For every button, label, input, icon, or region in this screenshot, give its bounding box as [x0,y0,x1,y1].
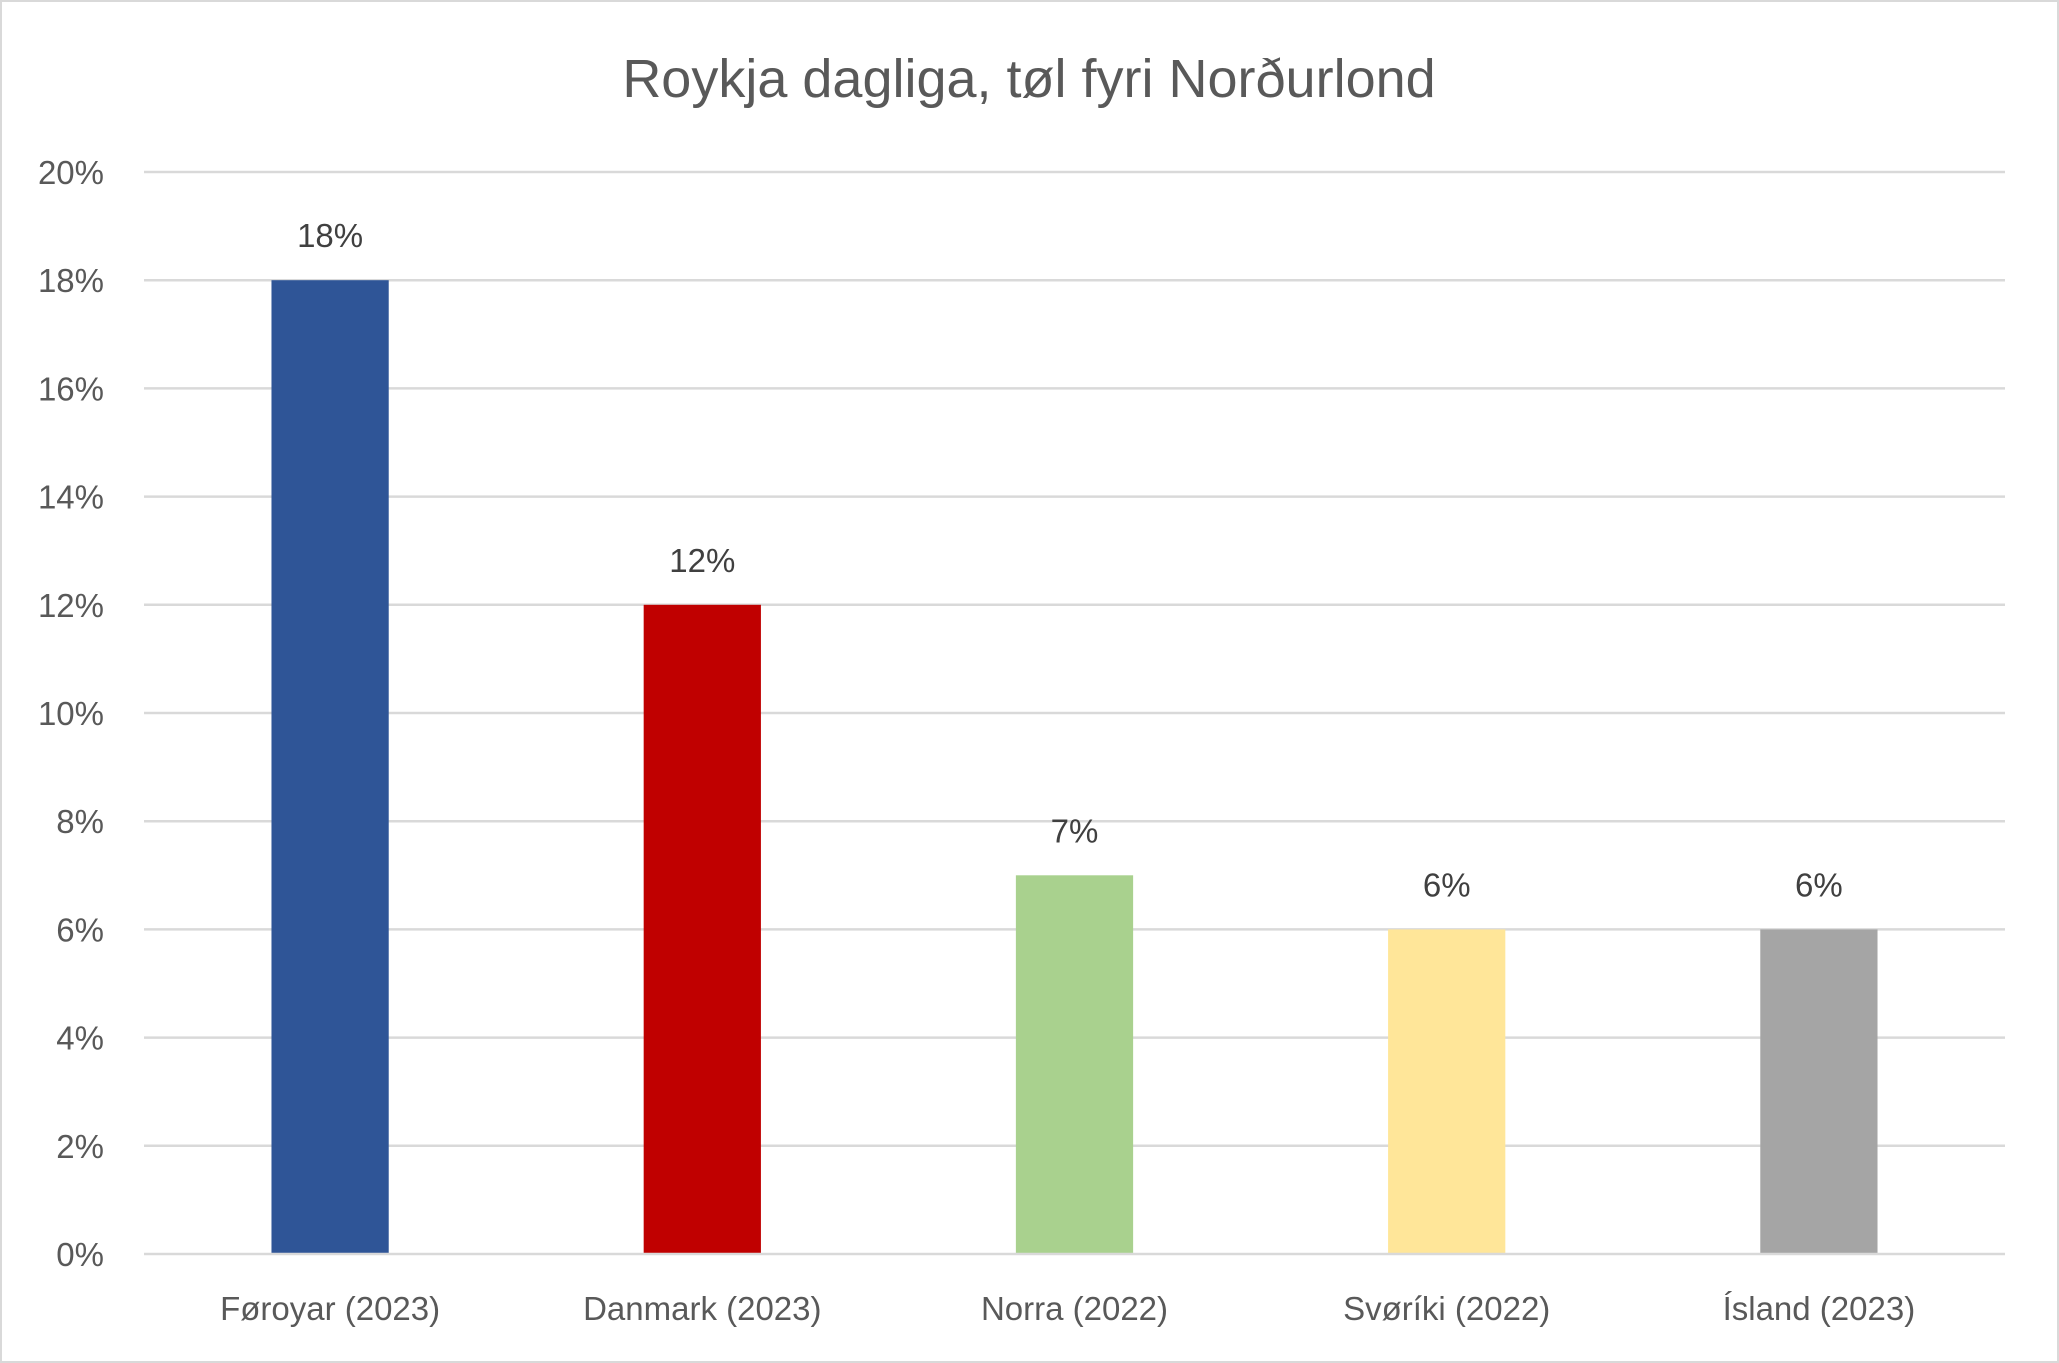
x-category-label: Ísland (2023) [1723,1290,1916,1327]
y-tick-label: 2% [56,1128,104,1165]
bar [643,604,761,1254]
y-tick-label: 4% [56,1020,104,1057]
y-tick-label: 10% [38,695,104,732]
data-label: 7% [1051,812,1099,849]
bar [1760,929,1878,1254]
bar [1015,875,1134,1254]
x-axis-category-labels: Føroyar (2023) Danmark (2023) Norra (2022)… [220,1290,1915,1327]
y-axis-tick-labels: 0% 2% 4% 6% 8% 10% 12% 14% 16% 18% 20% [38,154,104,1273]
bar [1388,929,1506,1254]
data-labels: 18% 12% 7% 6% 6% [297,217,1843,903]
data-label: 12% [669,542,735,579]
y-tick-label: 20% [38,154,104,191]
y-tick-label: 6% [56,911,104,948]
x-category-label: Danmark (2023) [583,1290,821,1327]
y-tick-label: 12% [38,587,104,624]
bar [271,280,389,1254]
data-label: 6% [1423,866,1471,903]
y-tick-label: 0% [56,1236,104,1273]
data-label: 18% [297,217,363,254]
y-tick-label: 8% [56,803,104,840]
chart-title: Roykja dagliga, tøl fyri Norðurlond [622,49,1435,109]
data-label: 6% [1795,866,1843,903]
x-category-label: Norra (2022) [981,1290,1168,1327]
x-category-label: Føroyar (2023) [220,1290,440,1327]
x-category-label: Svøríki (2022) [1343,1290,1550,1327]
bars [271,280,1878,1254]
y-tick-label: 18% [38,262,104,299]
y-tick-label: 14% [38,479,104,516]
gridlines [144,170,2005,1148]
y-tick-label: 16% [38,370,104,407]
